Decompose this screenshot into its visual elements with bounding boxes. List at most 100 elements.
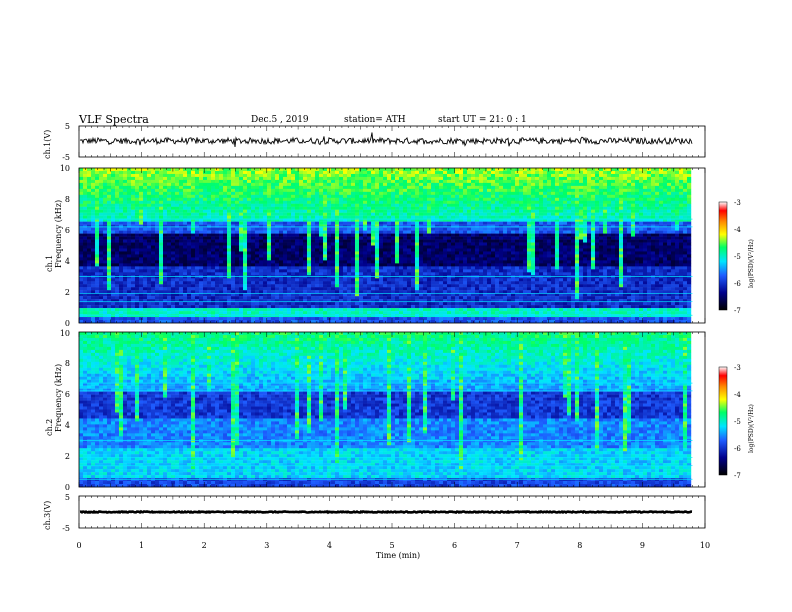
spectrogram-cell <box>555 218 560 222</box>
spectrogram-cell <box>579 179 584 184</box>
spectrogram-cell <box>583 206 588 210</box>
spectrogram-cell <box>391 188 396 193</box>
spectrogram-cell <box>347 242 352 246</box>
spectrogram-cell <box>659 188 664 193</box>
spectrogram-cell <box>595 197 600 201</box>
spectrogram-cell <box>447 173 452 178</box>
spectrogram-cell <box>131 224 136 228</box>
spectrogram-cell <box>359 173 364 178</box>
spectrogram-cell <box>571 197 576 201</box>
spectrogram-cell <box>623 168 628 172</box>
spectrogram-cell <box>519 224 524 228</box>
spectrogram-cell <box>399 188 404 193</box>
spectrogram-cell <box>367 173 372 178</box>
spectrogram-cell <box>127 230 132 234</box>
spectrogram-cell <box>591 173 596 178</box>
spectrogram-cell <box>131 221 136 225</box>
spectrogram-cell <box>183 173 188 178</box>
spectrogram-cell <box>595 227 600 231</box>
spectrogram-cell <box>375 257 380 261</box>
spectrogram-cell <box>663 200 668 204</box>
spectrogram-cell <box>655 197 660 201</box>
spectrogram-cell <box>159 230 164 234</box>
spectrogram-cell <box>563 209 568 213</box>
spectrogram-cell <box>307 230 312 234</box>
spectrogram-cell <box>107 260 112 264</box>
spectrogram-cell <box>447 168 452 172</box>
spectrogram-cell <box>627 203 632 207</box>
spectrogram-cell <box>107 170 112 175</box>
spectrogram-cell <box>555 176 560 181</box>
spectrogram-cell <box>355 245 360 249</box>
spectrogram-cell <box>143 212 148 216</box>
spectrogram-cell <box>371 209 376 213</box>
spectrogram-cell <box>227 188 232 193</box>
spectrogram-cell <box>275 200 280 204</box>
spectrogram-cell <box>435 236 440 240</box>
spectrogram-cell <box>195 212 200 216</box>
spectrogram-cell <box>123 191 128 196</box>
spectrogram-cell <box>271 200 276 204</box>
spectrogram-cell <box>311 179 316 184</box>
spectrogram-cell <box>159 227 164 231</box>
spectrogram-cell <box>523 236 528 240</box>
spectrogram-cell <box>619 239 624 243</box>
spectrogram-cell <box>655 245 660 249</box>
spectrogram-cell <box>591 206 596 210</box>
spectrogram-cell <box>215 251 220 255</box>
spectrogram-cell <box>663 254 668 258</box>
spectrogram-cell <box>331 188 336 193</box>
spectrogram-cell <box>635 191 640 196</box>
spectrogram-cell <box>435 254 440 258</box>
spectrogram-cell <box>331 257 336 261</box>
spectrogram-cell <box>271 215 276 219</box>
ch1-ytick-bottom: -5 <box>62 153 70 162</box>
spectrogram-cell <box>643 194 648 199</box>
spectrogram-cell <box>215 188 220 193</box>
spectrogram-cell <box>639 185 644 190</box>
spectrogram-cell <box>343 168 348 172</box>
spectrogram-cell <box>243 224 248 228</box>
spectrogram-cell <box>87 248 92 252</box>
spectrogram-cell <box>99 176 104 181</box>
spectrogram-cell <box>123 248 128 252</box>
spectrogram-cell <box>675 179 680 184</box>
spectrogram-cell <box>267 203 272 207</box>
spectrogram-cell <box>295 239 300 243</box>
spectrogram-cell <box>207 257 212 261</box>
spectrogram-cell <box>631 194 636 199</box>
spectrogram-cell <box>299 203 304 207</box>
spectrogram-cell <box>419 197 424 201</box>
spectrogram-cell <box>631 242 636 246</box>
spectrogram-cell <box>443 179 448 184</box>
spectrogram-cell <box>323 233 328 237</box>
spectrogram-cell <box>223 257 228 261</box>
spectrogram-cell <box>115 188 120 193</box>
spectrogram-cell <box>631 218 636 222</box>
spectrogram-cell <box>459 215 464 219</box>
spectrogram-cell <box>343 218 348 222</box>
spectrogram-cell <box>623 245 628 249</box>
spectrogram-cell <box>539 218 544 222</box>
spectrogram-cell <box>647 227 652 231</box>
spectrogram-cell <box>407 239 412 243</box>
spectrogram-cell <box>395 188 400 193</box>
spectrogram-cell <box>143 227 148 231</box>
spectrogram-cell <box>391 191 396 196</box>
spectrogram-cell <box>683 230 688 234</box>
spectrogram-cell <box>407 221 412 225</box>
spectrogram-cell <box>187 188 192 193</box>
spectrogram-cell <box>599 221 604 225</box>
spectrogram-cell <box>623 224 628 228</box>
spectrogram-cell <box>219 203 224 207</box>
spectrogram-cell <box>219 227 224 231</box>
spectrogram-cell <box>267 224 272 228</box>
spectrogram-cell <box>459 194 464 199</box>
spectrogram-cell <box>95 200 100 204</box>
spectrogram-cell <box>383 168 388 172</box>
spectrogram-cell <box>287 179 292 184</box>
spectrogram-cell <box>95 197 100 201</box>
spectrogram-cell <box>279 197 284 201</box>
spectrogram-cell <box>639 188 644 193</box>
spectrogram-cell <box>671 218 676 222</box>
